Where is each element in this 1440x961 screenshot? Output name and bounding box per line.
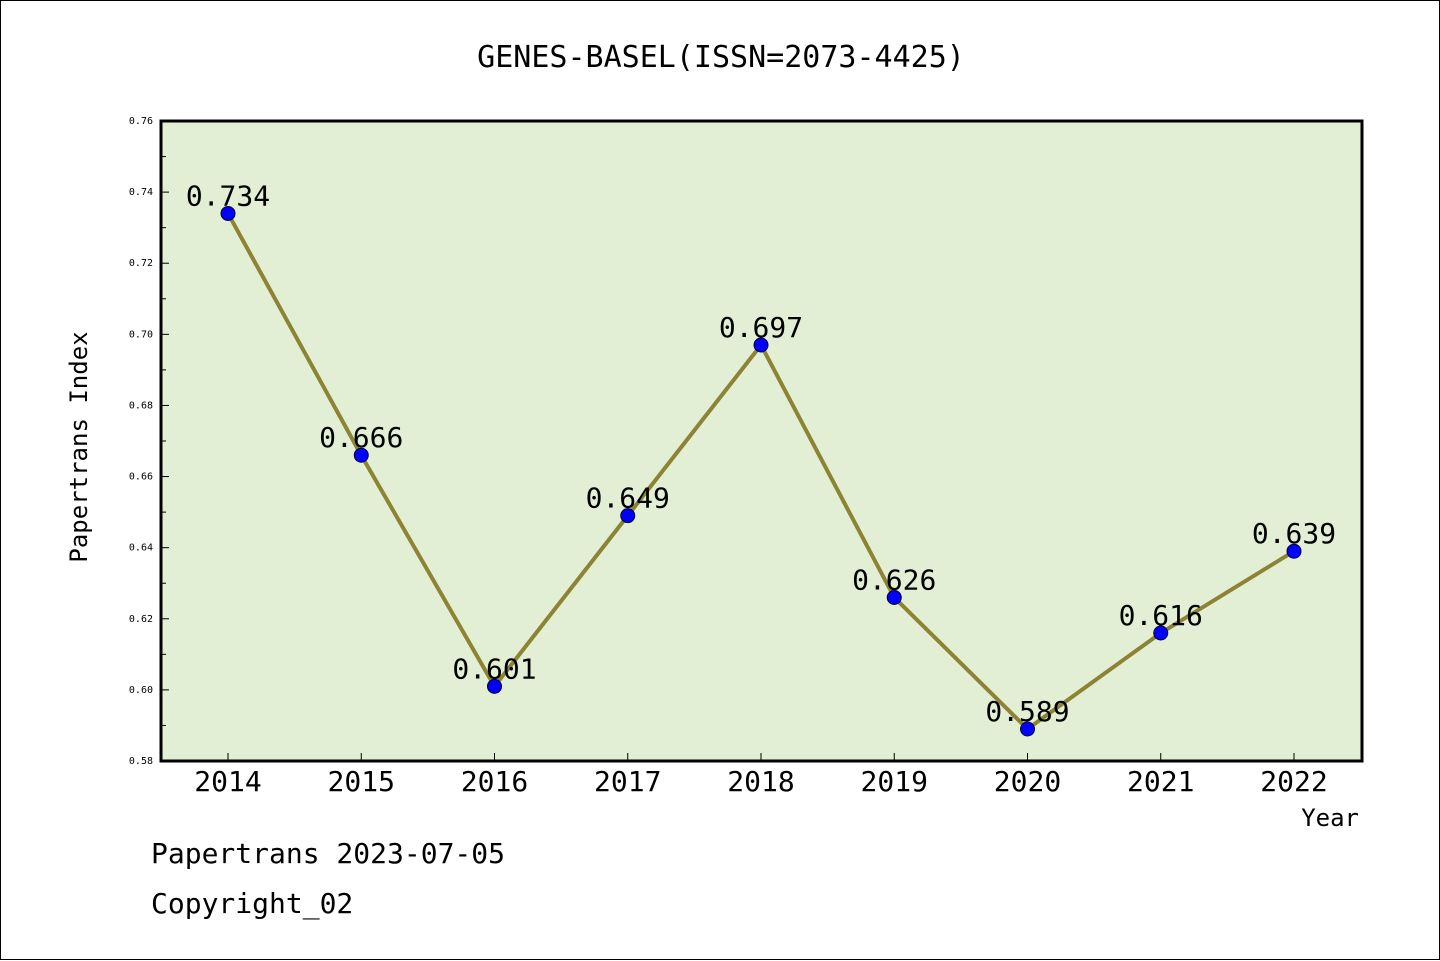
data-point — [353, 447, 369, 463]
y-tick-label: 0.70 — [129, 329, 153, 340]
data-label: 0.734 — [186, 179, 270, 212]
chart-title: GENES-BASEL(ISSN=2073-4425) — [477, 40, 965, 75]
y-tick-label: 0.58 — [129, 756, 153, 767]
data-label: 0.589 — [985, 695, 1069, 728]
y-tick-label: 0.72 — [129, 258, 153, 269]
y-tick-label: 0.68 — [129, 400, 153, 411]
data-point — [487, 678, 502, 694]
data-label: 0.666 — [319, 421, 403, 454]
y-axis-label: Papertrans Index — [65, 331, 93, 562]
data-point — [620, 508, 636, 524]
plot-area — [159, 119, 1364, 763]
data-point — [753, 337, 769, 353]
y-tick-label: 0.64 — [129, 543, 153, 554]
series-layer: 0.734 0.666 0.601 0.649 0.697 0.626 0.589 0.616… — [186, 179, 1336, 737]
x-tick-label: 2020 — [994, 765, 1061, 798]
x-tick-label: 2015 — [328, 765, 395, 798]
data-label: 0.601 — [452, 652, 536, 685]
y-tick-label: 0.74 — [129, 187, 153, 198]
x-tick-label: 2021 — [1127, 765, 1194, 798]
x-tick-label: 2017 — [594, 765, 661, 798]
y-tick-label: 0.66 — [129, 472, 153, 483]
x-tick-label: 2014 — [194, 765, 261, 798]
data-point — [1020, 721, 1035, 737]
data-point — [220, 205, 236, 221]
data-label: 0.639 — [1252, 517, 1336, 550]
data-label: 0.626 — [852, 563, 936, 596]
x-tick-label: 2019 — [861, 765, 928, 798]
x-tick-label: 2022 — [1260, 765, 1327, 798]
footer-copyright-text: Copyright_02 — [151, 887, 354, 920]
x-axis-ticks: 2014 2015 2016 2017 2018 2019 2020 2021 2022 — [194, 753, 1328, 798]
data-point — [1153, 625, 1169, 641]
y-tick-label: 0.76 — [129, 116, 153, 127]
footer-date-text: Papertrans 2023-07-05 — [151, 837, 506, 870]
x-tick-label: 2016 — [461, 765, 528, 798]
y-tick-label: 0.62 — [129, 614, 153, 625]
y-tick-label: 0.60 — [129, 685, 153, 696]
data-label: 0.697 — [719, 311, 803, 344]
data-point — [886, 589, 902, 605]
data-label: 0.616 — [1119, 599, 1203, 632]
x-tick-label: 2018 — [727, 765, 794, 798]
x-axis-label: Year — [1301, 804, 1359, 832]
y-axis-ticks: 0.58 0.60 0.62 0.64 0.66 0.68 0.70 0.72 0.74 0.76 — [129, 116, 169, 767]
data-label: 0.649 — [586, 482, 670, 515]
data-point — [1286, 543, 1302, 559]
